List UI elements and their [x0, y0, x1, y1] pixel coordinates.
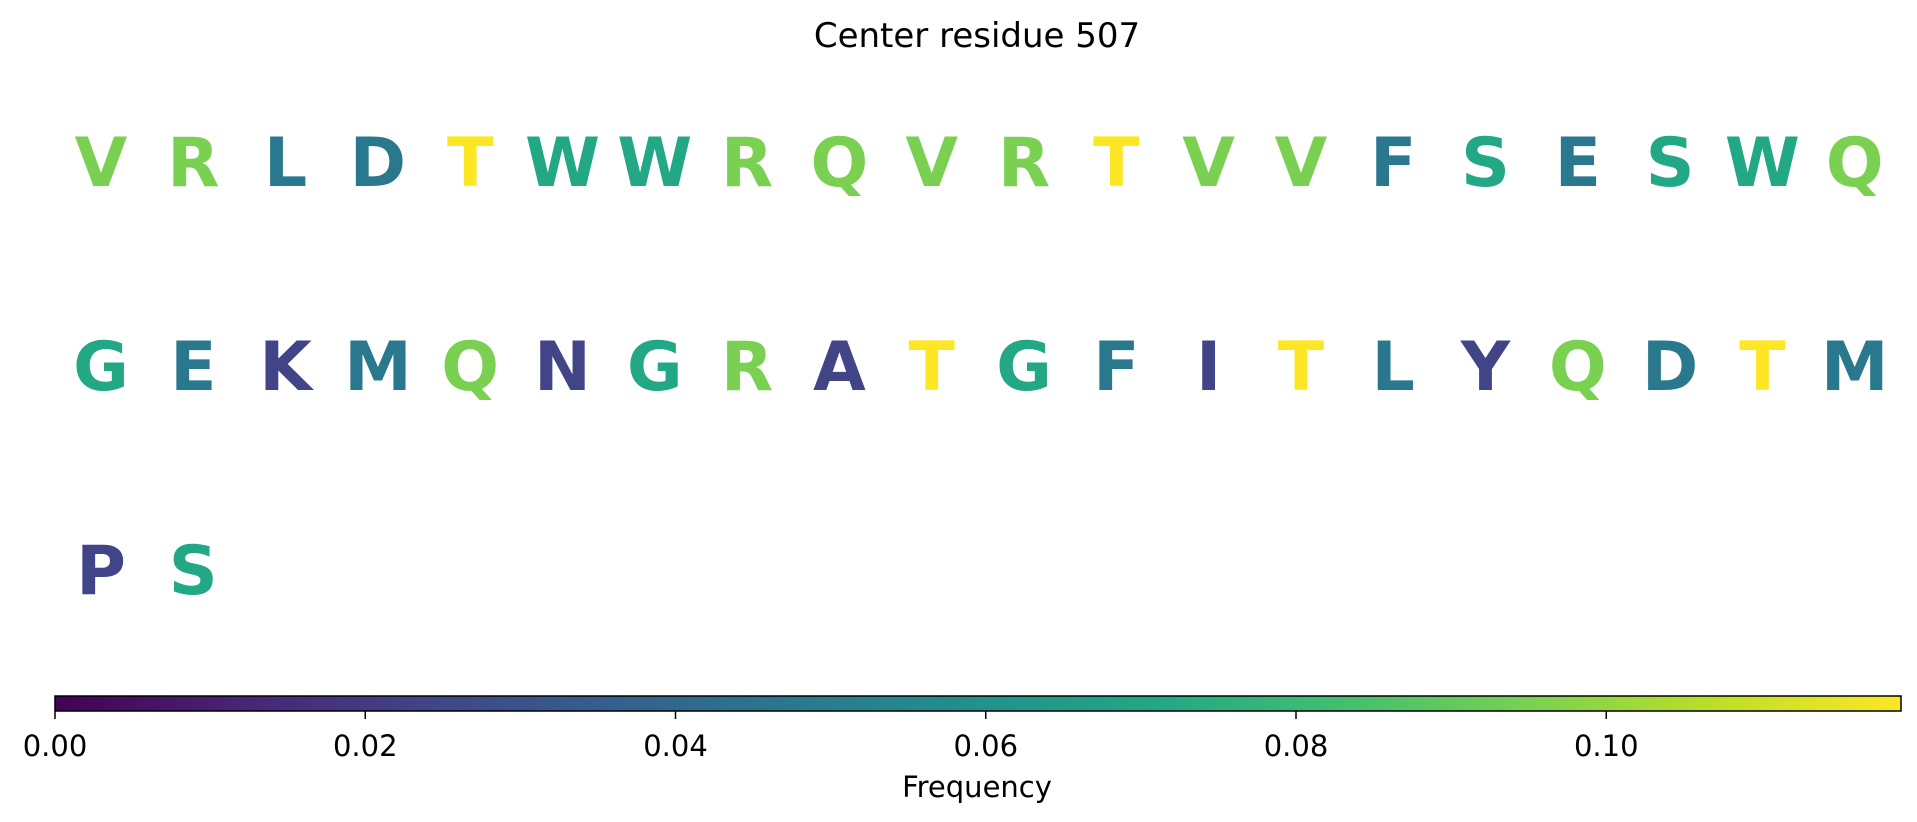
residue-letters: V R L D T W W R Q V R T V V F S E S W QG E K M Q N G R A T G F I T L Y Q D T M… — [73, 124, 1888, 611]
residue-letter: G — [996, 328, 1052, 407]
residue-letter: R — [998, 124, 1050, 203]
residue-letter: W — [1725, 124, 1800, 203]
residue-letter: A — [813, 328, 866, 407]
residue-letter: N — [534, 328, 591, 407]
residue-letter: D — [1642, 328, 1698, 407]
residue-letter: S — [169, 532, 218, 611]
residue-letter: Q — [441, 328, 499, 407]
residue-letter: R — [721, 124, 773, 203]
residue-letter: V — [1275, 124, 1328, 203]
residue-letter: D — [350, 124, 406, 203]
residue-letter: I — [1196, 328, 1221, 407]
residue-letter: Q — [1549, 328, 1607, 407]
residue-letter: M — [1821, 328, 1889, 407]
residue-letter: V — [1182, 124, 1235, 203]
residue-letter: T — [909, 328, 956, 407]
residue-letter: L — [1372, 328, 1415, 407]
colorbar-ticks: 0.00 0.02 0.04 0.06 0.08 0.10 — [23, 711, 1639, 763]
residue-letter: V — [905, 124, 958, 203]
residue-letter: S — [1646, 124, 1695, 203]
residue-letter: W — [617, 124, 692, 203]
colorbar-tick-label: 0.06 — [953, 729, 1018, 763]
residue-letter: F — [1093, 328, 1139, 407]
residue-letter: T — [1093, 124, 1140, 203]
colorbar-label: Frequency — [902, 770, 1052, 804]
residue-letter: Y — [1460, 328, 1511, 407]
chart-title: Center residue 507 — [814, 16, 1140, 56]
residue-letter: E — [170, 328, 216, 407]
residue-letter: Q — [810, 124, 868, 203]
residue-letter: W — [525, 124, 600, 203]
colorbar-gradient — [54, 695, 1902, 712]
residue-letter: R — [167, 124, 219, 203]
residue-letter: P — [76, 532, 126, 611]
colorbar-tick-label: 0.00 — [23, 729, 88, 763]
residue-letter: Q — [1826, 124, 1884, 203]
residue-letter: K — [259, 328, 314, 407]
residue-letter: S — [1461, 124, 1510, 203]
residue-letter: V — [75, 124, 128, 203]
colorbar-tick-label: 0.10 — [1574, 729, 1639, 763]
residue-letter: G — [627, 328, 683, 407]
colorbar: 0.00 0.02 0.04 0.06 0.08 0.10 Frequency — [23, 695, 1902, 804]
residue-letter: G — [73, 328, 129, 407]
colorbar-tick-label: 0.02 — [333, 729, 398, 763]
colorbar-tick-label: 0.04 — [643, 729, 708, 763]
residue-letter: T — [1739, 328, 1786, 407]
residue-letter: T — [1278, 328, 1325, 407]
residue-letter: F — [1370, 124, 1416, 203]
residue-letter: R — [721, 328, 773, 407]
colorbar-tick-label: 0.08 — [1264, 729, 1329, 763]
residue-letter: M — [344, 328, 412, 407]
residue-letter: L — [264, 124, 307, 203]
residue-letter: E — [1555, 124, 1601, 203]
residue-letter: T — [447, 124, 494, 203]
